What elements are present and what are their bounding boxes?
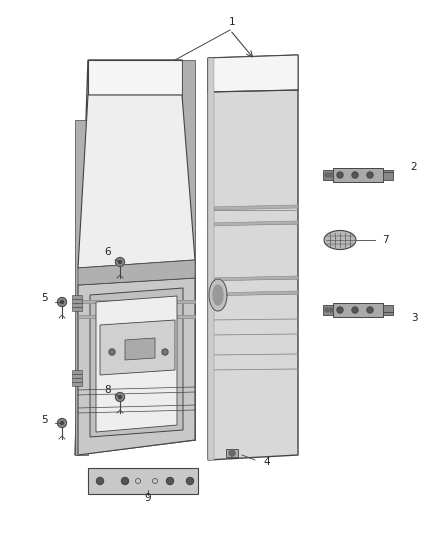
Text: 9: 9 <box>145 493 151 503</box>
Text: 2: 2 <box>411 162 417 172</box>
Bar <box>72 299 82 303</box>
Circle shape <box>57 297 67 306</box>
Circle shape <box>162 349 168 355</box>
Text: 6: 6 <box>105 247 111 257</box>
Polygon shape <box>78 278 195 455</box>
Bar <box>72 382 82 385</box>
Circle shape <box>337 172 343 178</box>
Text: 1: 1 <box>229 17 235 27</box>
Polygon shape <box>78 300 195 303</box>
Circle shape <box>96 478 103 484</box>
Polygon shape <box>208 55 298 460</box>
Polygon shape <box>88 60 182 95</box>
Ellipse shape <box>324 230 356 249</box>
Text: 3: 3 <box>411 313 417 323</box>
Circle shape <box>329 173 333 177</box>
Polygon shape <box>208 291 298 296</box>
Polygon shape <box>125 338 155 360</box>
Polygon shape <box>208 205 298 210</box>
Polygon shape <box>96 296 177 432</box>
Polygon shape <box>208 276 298 281</box>
Polygon shape <box>78 260 195 285</box>
Polygon shape <box>226 449 238 457</box>
Circle shape <box>119 261 121 263</box>
Circle shape <box>109 349 115 355</box>
Circle shape <box>187 478 194 484</box>
Circle shape <box>329 308 333 312</box>
Bar <box>72 378 82 382</box>
Polygon shape <box>208 55 298 92</box>
Text: 5: 5 <box>42 293 48 303</box>
Polygon shape <box>209 279 227 311</box>
Polygon shape <box>75 120 88 455</box>
Text: 4: 4 <box>263 457 270 467</box>
Circle shape <box>60 422 64 424</box>
Circle shape <box>116 392 124 401</box>
Polygon shape <box>383 305 393 315</box>
Polygon shape <box>333 168 383 182</box>
Polygon shape <box>75 60 195 455</box>
Polygon shape <box>383 170 393 180</box>
Polygon shape <box>182 60 195 440</box>
Circle shape <box>229 450 235 456</box>
Circle shape <box>116 257 124 266</box>
Circle shape <box>352 172 358 178</box>
Text: 7: 7 <box>382 235 389 245</box>
Polygon shape <box>208 58 214 460</box>
Polygon shape <box>88 468 198 494</box>
Polygon shape <box>90 288 183 437</box>
Circle shape <box>119 395 121 399</box>
Circle shape <box>57 418 67 427</box>
Circle shape <box>337 307 343 313</box>
Text: 8: 8 <box>105 385 111 395</box>
Polygon shape <box>323 170 333 180</box>
Polygon shape <box>78 315 195 318</box>
Bar <box>72 370 82 374</box>
Bar <box>72 295 82 298</box>
Text: 5: 5 <box>42 415 48 425</box>
Polygon shape <box>78 95 195 268</box>
Circle shape <box>121 478 128 484</box>
Bar <box>72 303 82 306</box>
Bar <box>72 307 82 311</box>
Circle shape <box>367 172 373 178</box>
Polygon shape <box>333 303 383 317</box>
Polygon shape <box>323 305 333 315</box>
Polygon shape <box>213 285 223 305</box>
Circle shape <box>352 307 358 313</box>
Bar <box>72 374 82 377</box>
Circle shape <box>166 478 173 484</box>
Circle shape <box>367 307 373 313</box>
Circle shape <box>60 301 64 303</box>
Circle shape <box>325 308 329 312</box>
Circle shape <box>325 173 329 177</box>
Polygon shape <box>100 320 175 375</box>
Polygon shape <box>208 221 298 226</box>
